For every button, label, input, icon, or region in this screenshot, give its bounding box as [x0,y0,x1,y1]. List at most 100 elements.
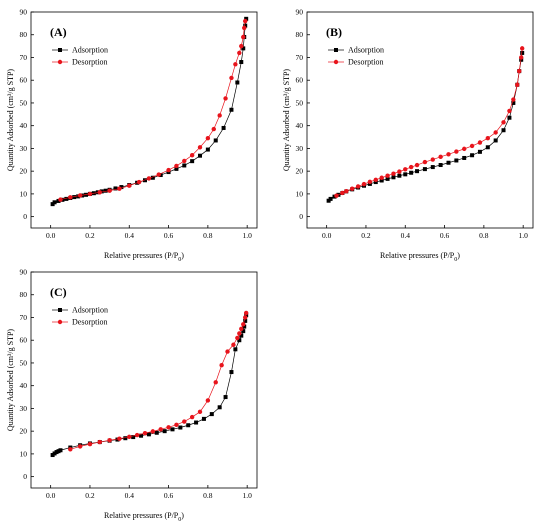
legend-label: Adsorption [72,306,108,315]
data-point-desorption [189,414,195,420]
data-point-adsorption [190,159,195,164]
panel-label: (A) [50,25,67,39]
y-tick-label: 40 [20,381,28,390]
data-point-desorption [507,108,512,114]
data-point-adsorption [438,163,443,168]
y-axis-label: Quantity Adsorbed (cm³/g STP) [282,69,291,172]
data-point-adsorption [409,170,414,175]
data-point-desorption [77,193,83,198]
x-axis-label-sub: 0 [178,517,181,523]
data-point-desorption [150,429,156,434]
data-point-desorption [107,188,112,193]
data-point-adsorption [462,155,467,160]
data-point-desorption [239,326,244,332]
legend-marker [58,48,62,52]
data-point-adsorption [72,195,77,200]
y-tick-label: 0 [299,212,303,221]
x-axis-label-main: Relative pressures (P/P [104,251,179,260]
x-tick-label: 0.0 [46,491,56,500]
data-point-desorption [197,409,203,415]
data-point-adsorption [235,80,240,85]
y-tick-label: 20 [20,427,28,436]
data-point-adsorption [150,175,155,180]
x-tick-label: 0.8 [203,491,213,500]
data-point-desorption [511,97,516,102]
data-point-desorption [430,157,435,162]
data-point-adsorption [56,198,61,203]
plot-frame [30,11,258,229]
data-point-adsorption [64,196,69,201]
data-point-desorption [243,315,248,320]
data-point-adsorption [493,138,498,143]
data-point-adsorption [507,115,512,120]
data-point-adsorption [119,185,124,190]
data-point-desorption [205,398,211,403]
plot-frame [306,11,534,229]
data-point-adsorption [217,405,222,410]
series-line-adsorption [328,52,523,201]
data-point-desorption [217,113,222,118]
data-point-adsorption [243,23,248,28]
panel-label: (C) [50,285,67,299]
x-tick-label: 0.2 [85,491,95,500]
data-point-desorption [182,158,187,164]
data-point-desorption [493,130,498,135]
data-point-desorption [174,163,179,169]
x-axis-label-tail: ) [181,511,184,520]
y-tick-label: 80 [20,290,28,299]
data-point-adsorption [241,46,246,51]
data-point-desorption [211,126,216,132]
data-point-desorption [134,432,140,438]
y-tick-label: 60 [20,76,28,85]
data-point-desorption [158,427,163,432]
data-point-desorption [519,46,525,51]
data-point-desorption [127,183,132,188]
y-tick-label: 40 [20,121,28,130]
data-point-desorption [379,175,384,180]
data-point-desorption [350,186,355,191]
data-point-desorption [391,171,396,176]
data-point-desorption [414,162,420,168]
data-point-adsorption [403,172,408,177]
data-point-desorption [117,436,122,441]
data-point-adsorption [520,50,525,55]
x-tick-label: 0.4 [125,491,135,500]
data-point-adsorption [242,324,247,329]
legend-label: Desorption [72,58,108,67]
y-tick-label: 30 [20,144,28,153]
legend-label: Adsorption [72,46,108,55]
data-point-adsorption [446,160,451,165]
data-point-adsorption [223,395,228,400]
data-point-desorption [68,447,73,452]
x-tick-label: 0.8 [479,231,489,240]
data-point-desorption [219,363,224,368]
plot-frame [30,271,258,489]
data-point-desorption [223,96,228,101]
data-point-adsorption [244,16,249,21]
x-tick-label: 0.2 [85,231,95,240]
legend-marker [58,308,62,312]
data-point-desorption [166,167,171,173]
data-point-desorption [97,190,102,195]
legend-label: Desorption [348,58,384,67]
chart-panel-2: 0.0 0.2 0.4 0.6 0.8 1.0 0 10 20 30 40 50 60 70 80 90 Rel… [282,8,534,263]
data-point-adsorption [239,333,244,338]
data-point-adsorption [485,145,490,150]
y-tick-label: 60 [296,76,304,85]
data-point-desorption [225,349,230,354]
y-tick-label: 90 [20,8,28,17]
x-tick-label: 1.0 [242,491,252,500]
data-point-adsorption [52,200,57,205]
y-tick-label: 20 [296,167,304,176]
data-point-desorption [68,195,73,200]
data-point-adsorption [454,158,459,163]
data-point-adsorption [139,433,144,438]
y-axis-label: Quantity Adsorbed (cm³/g STP) [6,329,15,432]
data-point-desorption [136,179,142,185]
data-point-desorption [373,177,378,182]
data-point-desorption [166,425,171,430]
data-point-adsorption [186,423,191,428]
data-point-desorption [501,120,506,125]
x-axis-label-sub: 0 [454,257,457,263]
